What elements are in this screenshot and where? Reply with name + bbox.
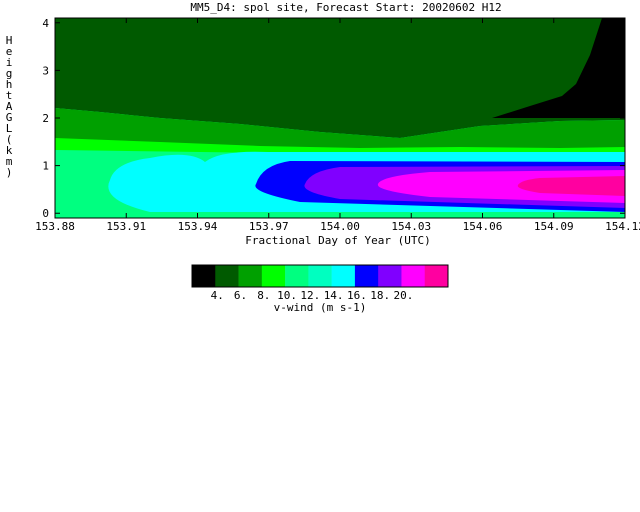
x-tick-label: 153.88: [35, 220, 75, 233]
y-axis-label-char: (: [6, 133, 13, 146]
x-tick-label: 154.12: [605, 220, 640, 233]
x-axis: 153.88 153.91 153.94 153.97 154.00 154.03 154.…: [35, 18, 640, 233]
y-tick-label: 3: [42, 64, 49, 77]
y-axis-label-char: e: [6, 45, 13, 58]
x-tick-label: 153.94: [178, 220, 218, 233]
y-tick-label: 4: [42, 17, 49, 30]
x-tick-label: 153.97: [249, 220, 289, 233]
x-tick-label: 153.91: [106, 220, 146, 233]
y-tick-label: 1: [42, 160, 49, 173]
x-tick-label: 154.03: [391, 220, 431, 233]
y-axis-label-char: H: [6, 34, 13, 47]
colorbar-swatch: [401, 265, 426, 287]
x-tick-label: 154.09: [534, 220, 574, 233]
colorbar: [191, 264, 449, 288]
colorbar-swatch: [285, 265, 309, 287]
colorbar-tick-label: 16.: [347, 289, 367, 302]
y-axis-label-char: t: [6, 89, 13, 102]
y-axis-label-char: k: [6, 144, 13, 157]
x-axis-label: Fractional Day of Year (UTC): [245, 234, 430, 247]
colorbar-swatch: [238, 265, 263, 287]
y-axis-label-char: A: [6, 100, 13, 113]
contour-region-20-plus: [517, 176, 625, 196]
colorbar-tick-labels: 4. 6. 8. 10. 12. 14. 16. 18. 20.: [211, 289, 414, 302]
plot-area: [54, 17, 626, 219]
contour-region-below-5: [492, 18, 625, 118]
colorbar-tick-label: 12.: [300, 289, 320, 302]
colorbar-swatch: [192, 265, 216, 287]
y-axis-label-char: L: [6, 122, 13, 135]
colorbar-swatch: [308, 265, 332, 287]
colorbar-tick-label: 14.: [324, 289, 344, 302]
colorbar-swatch: [378, 265, 402, 287]
y-axis-label-char: i: [6, 56, 13, 69]
colorbar-swatch: [354, 265, 379, 287]
contour-region-6-8: [55, 108, 625, 150]
chart-title: MM5_D4: spol site, Forecast Start: 20020…: [190, 1, 501, 14]
y-axis-label-char: h: [6, 78, 13, 91]
y-tick-label: 2: [42, 112, 49, 125]
colorbar-tick-label: 20.: [394, 289, 414, 302]
y-tick-label: 0: [42, 207, 49, 220]
colorbar-swatch: [215, 265, 239, 287]
y-axis: 0 1 2 3 4: [42, 17, 625, 220]
y-axis-label-char: g: [6, 67, 13, 80]
colorbar-swatch: [424, 265, 449, 287]
colorbar-swatch: [331, 265, 356, 287]
x-tick-label: 154.06: [463, 220, 503, 233]
colorbar-swatch: [261, 265, 286, 287]
x-tick-label: 154.00: [320, 220, 360, 233]
colorbar-tick-label: 6.: [234, 289, 247, 302]
y-axis-label-char: m: [6, 155, 13, 168]
colorbar-tick-label: 10.: [277, 289, 297, 302]
contour-region-5-6: [55, 18, 625, 138]
colorbar-tick-label: 4.: [211, 289, 224, 302]
y-axis-label-char: G: [6, 111, 13, 124]
colorbar-frame: [191, 264, 449, 288]
colorbar-label: v-wind (m s-1): [274, 301, 367, 314]
colorbar-tick-label: 8.: [257, 289, 270, 302]
colorbar-tick-label: 18.: [370, 289, 390, 302]
y-axis-label-char: ): [6, 166, 13, 179]
